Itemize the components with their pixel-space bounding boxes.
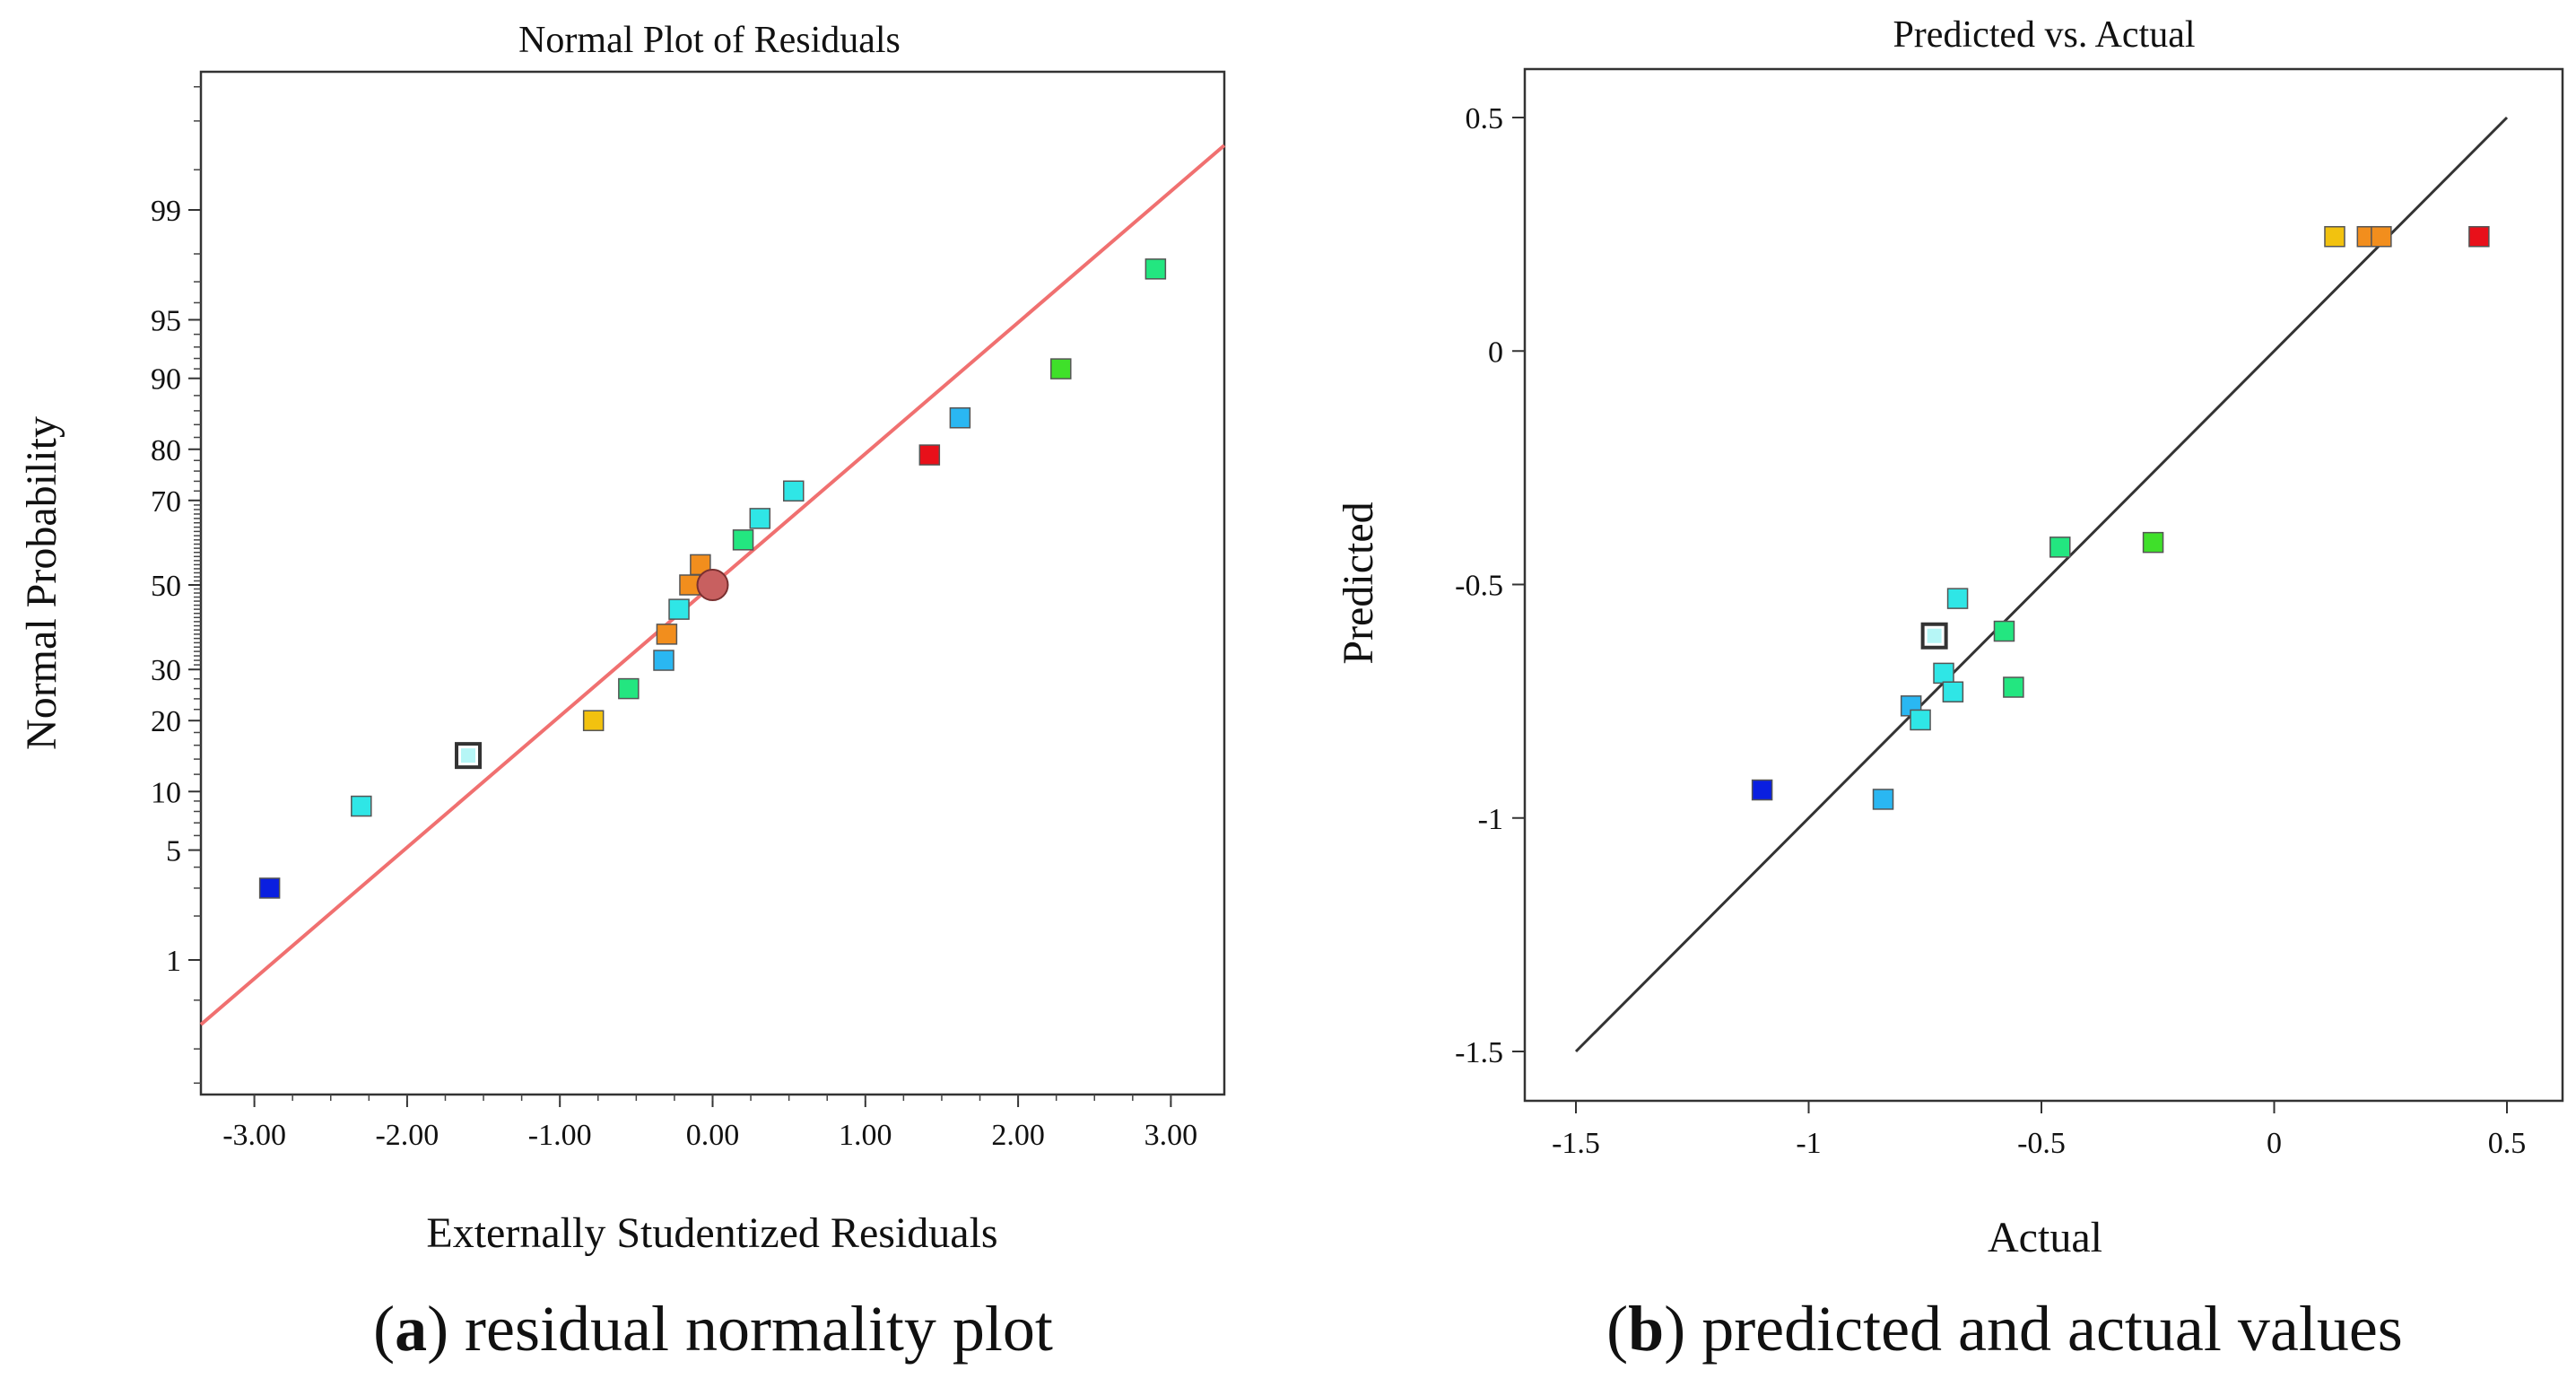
data-point xyxy=(351,795,372,817)
x-tick-label: 1.00 xyxy=(839,1119,892,1152)
chart-b-reference-line-group xyxy=(1574,116,2509,1053)
x-tick-label: -1.00 xyxy=(528,1119,592,1152)
y-tick-label: 10 xyxy=(151,776,181,809)
x-tick-label: 2.00 xyxy=(991,1119,1045,1152)
y-tick-label: 0.5 xyxy=(1466,102,1504,135)
x-tick-label: -3.00 xyxy=(222,1119,286,1152)
chart-predicted-vs-actual: Predicted vs. Actual -1.5 -1 -0.5 0 0.5 -1.5… xyxy=(1335,14,2564,1365)
data-point xyxy=(918,444,941,466)
data-point xyxy=(949,407,971,429)
data-point xyxy=(1910,709,1931,731)
y-tick-label: 0 xyxy=(1488,336,1503,369)
data-point xyxy=(1993,620,2015,642)
chart-a-x-ticks: -3.00 -2.00 -1.00 0.00 1.00 2.00 3.00 xyxy=(222,1095,1197,1152)
chart-a-y-axis-label: Normal Probability xyxy=(18,416,65,750)
y-tick-label: 1 xyxy=(166,945,181,978)
data-point xyxy=(2371,225,2392,248)
caption-a-text: residual normality plot xyxy=(448,1293,1053,1365)
y-tick-label: -0.5 xyxy=(1455,570,1503,603)
data-point xyxy=(2142,531,2164,554)
data-point-fill xyxy=(461,748,476,763)
data-point xyxy=(668,598,690,620)
data-point xyxy=(1933,662,1954,685)
y-tick-label: 70 xyxy=(151,485,181,519)
data-point xyxy=(618,677,640,700)
x-tick-label: 0.5 xyxy=(2488,1127,2527,1160)
x-tick-label: -1 xyxy=(1796,1127,1821,1160)
data-point xyxy=(656,624,678,645)
chart-a-minor-ticks xyxy=(194,85,201,1085)
caption-b-text: predicted and actual values xyxy=(1685,1293,2403,1365)
y-tick-label: -1 xyxy=(1478,803,1503,836)
y-tick-label: 20 xyxy=(151,705,181,738)
chart-b-title: Predicted vs. Actual xyxy=(1893,14,2195,56)
data-point xyxy=(1872,789,1894,810)
chart-b-y-ticks: -1.5 -1 -0.5 0 0.5 xyxy=(1455,102,1525,1069)
caption-a-letter: a xyxy=(395,1293,427,1365)
data-point xyxy=(2468,225,2490,248)
data-point xyxy=(732,529,754,551)
data-point-fill xyxy=(1927,628,1942,643)
chart-normal-plot: Normal Plot of Residuals 1 5 10 20 30 50 70 80 9… xyxy=(18,20,1226,1365)
y-tick-label: 50 xyxy=(151,570,181,603)
data-point xyxy=(653,650,674,671)
y-tick-label: 99 xyxy=(151,195,181,228)
data-point xyxy=(1942,681,1964,702)
data-point xyxy=(582,710,605,731)
y-tick-label: 5 xyxy=(166,835,181,868)
x-tick-label: -2.00 xyxy=(375,1119,439,1152)
x-tick-label: 0.00 xyxy=(686,1119,740,1152)
y-tick-label: 90 xyxy=(151,363,181,397)
data-point xyxy=(1144,258,1167,280)
data-point xyxy=(1751,779,1773,801)
center-marker xyxy=(696,569,729,601)
data-point xyxy=(1946,588,1969,609)
data-point xyxy=(783,480,805,502)
y-tick-label: -1.5 xyxy=(1455,1036,1503,1069)
caption-a: (a) residual normality plot xyxy=(373,1293,1053,1365)
data-point xyxy=(2324,225,2345,248)
chart-b-y-axis-label: Predicted xyxy=(1335,502,1382,664)
reference-line xyxy=(1574,116,2509,1053)
chart-b-x-axis-label: Actual xyxy=(1988,1214,2102,1261)
chart-a-title: Normal Plot of Residuals xyxy=(518,20,901,61)
y-tick-label: 80 xyxy=(151,434,181,467)
data-point-hollow xyxy=(455,742,483,770)
data-point xyxy=(258,877,281,899)
chart-a-y-ticks: 1 5 10 20 30 50 70 80 90 95 99 xyxy=(151,195,201,978)
y-tick-label: 30 xyxy=(151,654,181,687)
chart-a-x-axis-label: Externally Studentized Residuals xyxy=(426,1209,997,1257)
data-point xyxy=(749,508,771,529)
y-tick-label: 95 xyxy=(151,304,181,337)
x-tick-label: -0.5 xyxy=(2017,1127,2066,1160)
chart-b-x-ticks: -1.5 -1 -0.5 0 0.5 xyxy=(1552,1101,2526,1160)
data-point xyxy=(1050,358,1072,379)
chart-b-points xyxy=(1751,225,2490,810)
x-tick-label: 0 xyxy=(2267,1127,2282,1160)
caption-b-letter: b xyxy=(1628,1293,1664,1365)
data-point xyxy=(2003,676,2024,698)
x-tick-label: -1.5 xyxy=(1552,1127,1600,1160)
caption-b: (b) predicted and actual values xyxy=(1606,1293,2403,1365)
chart-a-points xyxy=(258,258,1167,899)
x-tick-label: 3.00 xyxy=(1144,1119,1198,1152)
data-point xyxy=(2049,536,2071,558)
data-point-hollow xyxy=(1920,622,1948,650)
